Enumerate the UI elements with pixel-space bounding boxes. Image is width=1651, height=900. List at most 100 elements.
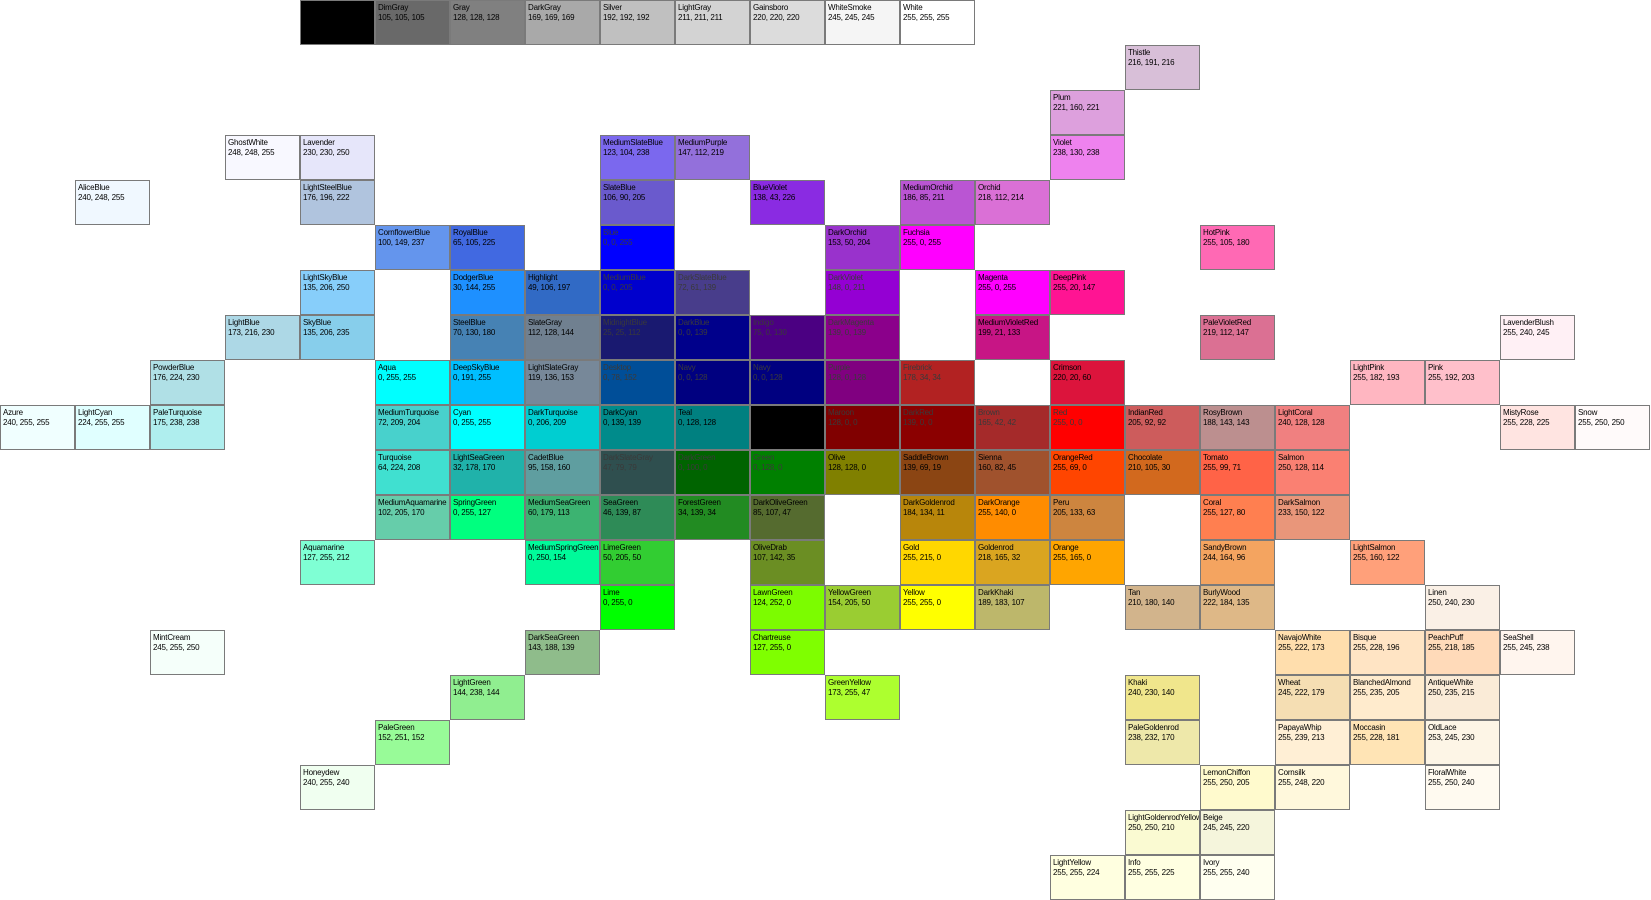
color-swatch-mediumvioletred[interactable]: MediumVioletRed 199, 21, 133	[975, 315, 1050, 360]
color-swatch-coral[interactable]: Coral 255, 127, 80	[1200, 495, 1275, 540]
color-swatch-thistle[interactable]: Thistle 216, 191, 216	[1125, 45, 1200, 90]
color-swatch-darkcyan[interactable]: DarkCyan 0, 139, 139	[600, 405, 675, 450]
color-swatch-gray[interactable]: Gray 128, 128, 128	[450, 0, 525, 45]
color-swatch-unnamed[interactable]	[300, 0, 375, 45]
color-swatch-honeydew[interactable]: Honeydew 240, 255, 240	[300, 765, 375, 810]
color-swatch-magenta[interactable]: Magenta 255, 0, 255	[975, 270, 1050, 315]
color-swatch-limegreen[interactable]: LimeGreen 50, 205, 50	[600, 540, 675, 585]
color-swatch-skyblue[interactable]: SkyBlue 135, 206, 235	[300, 315, 375, 360]
color-swatch-info[interactable]: Info 255, 255, 225	[1125, 855, 1200, 900]
color-swatch-yellow[interactable]: Yellow 255, 255, 0	[900, 585, 975, 630]
color-swatch-aqua[interactable]: Aqua 0, 255, 255	[375, 360, 450, 405]
color-swatch-darkslateblue[interactable]: DarkSlateBlue 72, 61, 139	[675, 270, 750, 315]
color-swatch-fuchsia[interactable]: Fuchsia 255, 0, 255	[900, 225, 975, 270]
color-swatch-chocolate[interactable]: Chocolate 210, 105, 30	[1125, 450, 1200, 495]
color-swatch-darkorchid[interactable]: DarkOrchid 153, 50, 204	[825, 225, 900, 270]
color-swatch-purple[interactable]: Purple 128, 0, 128	[825, 360, 900, 405]
color-swatch-darksalmon[interactable]: DarkSalmon 233, 150, 122	[1275, 495, 1350, 540]
color-swatch-papayawhip[interactable]: PapayaWhip 255, 239, 213	[1275, 720, 1350, 765]
color-swatch-slategray[interactable]: SlateGray 112, 128, 144	[525, 315, 600, 360]
color-swatch-palegoldenrod[interactable]: PaleGoldenrod 238, 232, 170	[1125, 720, 1200, 765]
color-swatch-goldenrod[interactable]: Goldenrod 218, 165, 32	[975, 540, 1050, 585]
color-swatch-antiquewhite[interactable]: AntiqueWhite 250, 235, 215	[1425, 675, 1500, 720]
color-swatch-peru[interactable]: Peru 205, 133, 63	[1050, 495, 1125, 540]
color-swatch-bisque[interactable]: Bisque 255, 228, 196	[1350, 630, 1425, 675]
color-swatch-springgreen[interactable]: SpringGreen 0, 255, 127	[450, 495, 525, 540]
color-swatch-lightskyblue[interactable]: LightSkyBlue 135, 206, 250	[300, 270, 375, 315]
color-swatch-mediumpurple[interactable]: MediumPurple 147, 112, 219	[675, 135, 750, 180]
color-swatch-lightcyan[interactable]: LightCyan 224, 255, 255	[75, 405, 150, 450]
color-swatch-rosybrown[interactable]: RosyBrown 188, 143, 143	[1200, 405, 1275, 450]
color-swatch-forestgreen[interactable]: ForestGreen 34, 139, 34	[675, 495, 750, 540]
color-swatch-salmon[interactable]: Salmon 250, 128, 114	[1275, 450, 1350, 495]
color-swatch-olive[interactable]: Olive 128, 128, 0	[825, 450, 900, 495]
color-swatch-darkmagenta[interactable]: DarkMagenta 139, 0, 139	[825, 315, 900, 360]
color-swatch-lemonchiffon[interactable]: LemonChiffon 255, 250, 205	[1200, 765, 1275, 810]
color-swatch-floralwhite[interactable]: FloralWhite 255, 250, 240	[1425, 765, 1500, 810]
color-swatch-khaki[interactable]: Khaki 240, 230, 140	[1125, 675, 1200, 720]
color-swatch-oldlace[interactable]: OldLace 253, 245, 230	[1425, 720, 1500, 765]
color-swatch-slateblue[interactable]: SlateBlue 106, 90, 205	[600, 180, 675, 225]
color-swatch-crimson[interactable]: Crimson 220, 20, 60	[1050, 360, 1125, 405]
color-swatch-wheat[interactable]: Wheat 245, 222, 179	[1275, 675, 1350, 720]
color-swatch-desktop[interactable]: Desktop 0, 78, 152	[600, 360, 675, 405]
color-swatch-peachpuff[interactable]: PeachPuff 255, 218, 185	[1425, 630, 1500, 675]
color-swatch-lightgoldenrodyellow[interactable]: LightGoldenrodYellow 250, 250, 210	[1125, 810, 1200, 855]
color-swatch-dimgray[interactable]: DimGray 105, 105, 105	[375, 0, 450, 45]
color-swatch-lightgray[interactable]: LightGray 211, 211, 211	[675, 0, 750, 45]
color-swatch-blueviolet[interactable]: BlueViolet 138, 43, 226	[750, 180, 825, 225]
color-swatch-lightsteelblue[interactable]: LightSteelBlue 176, 196, 222	[300, 180, 375, 225]
color-swatch-darkgreen[interactable]: DarkGreen 0, 100, 0	[675, 450, 750, 495]
color-swatch-lightpink[interactable]: LightPink 255, 182, 193	[1350, 360, 1425, 405]
color-swatch-lightgreen[interactable]: LightGreen 144, 238, 144	[450, 675, 525, 720]
color-swatch-white[interactable]: White 255, 255, 255	[900, 0, 975, 45]
color-swatch-cyan[interactable]: Cyan 0, 255, 255	[450, 405, 525, 450]
color-swatch-blue[interactable]: Blue 0, 0, 255	[600, 225, 675, 270]
color-swatch-lightslategray[interactable]: LightSlateGray 119, 136, 153	[525, 360, 600, 405]
color-swatch-darkturquoise[interactable]: DarkTurquoise 0, 206, 209	[525, 405, 600, 450]
color-swatch-darkseagreen[interactable]: DarkSeaGreen 143, 188, 139	[525, 630, 600, 675]
color-swatch-mintcream[interactable]: MintCream 245, 255, 250	[150, 630, 225, 675]
color-swatch-tomato[interactable]: Tomato 255, 99, 71	[1200, 450, 1275, 495]
color-swatch-highlight[interactable]: Highlight 49, 106, 197	[525, 270, 600, 315]
color-swatch-olivedrab[interactable]: OliveDrab 107, 142, 35	[750, 540, 825, 585]
color-swatch-cornflowerblue[interactable]: CornflowerBlue 100, 149, 237	[375, 225, 450, 270]
color-swatch-maroon[interactable]: Maroon 128, 0, 0	[825, 405, 900, 450]
color-swatch-turquoise[interactable]: Turquoise 64, 224, 208	[375, 450, 450, 495]
color-swatch-cornsilk[interactable]: Cornsilk 255, 248, 220	[1275, 765, 1350, 810]
color-swatch-plum[interactable]: Plum 221, 160, 221	[1050, 90, 1125, 135]
color-swatch-tan[interactable]: Tan 210, 180, 140	[1125, 585, 1200, 630]
color-swatch-darkolivegreen[interactable]: DarkOliveGreen 85, 107, 47	[750, 495, 825, 540]
color-swatch-darkkhaki[interactable]: DarkKhaki 189, 183, 107	[975, 585, 1050, 630]
color-swatch-orange[interactable]: Orange 255, 165, 0	[1050, 540, 1125, 585]
color-swatch-gold[interactable]: Gold 255, 215, 0	[900, 540, 975, 585]
color-swatch-green[interactable]: Green 0, 128, 0	[750, 450, 825, 495]
color-swatch-indianred[interactable]: IndianRed 205, 92, 92	[1125, 405, 1200, 450]
color-swatch-steelblue[interactable]: SteelBlue 70, 130, 180	[450, 315, 525, 360]
color-swatch-saddlebrown[interactable]: SaddleBrown 139, 69, 19	[900, 450, 975, 495]
color-swatch-ivory[interactable]: Ivory 255, 255, 240	[1200, 855, 1275, 900]
color-swatch-mediumslateblue[interactable]: MediumSlateBlue 123, 104, 238	[600, 135, 675, 180]
color-swatch-lightyellow[interactable]: LightYellow 255, 255, 224	[1050, 855, 1125, 900]
color-swatch-darkviolet[interactable]: DarkViolet 148, 0, 211	[825, 270, 900, 315]
color-swatch-mediumspringgreen[interactable]: MediumSpringGreen 0, 250, 154	[525, 540, 600, 585]
color-swatch-whitesmoke[interactable]: WhiteSmoke 245, 245, 245	[825, 0, 900, 45]
color-swatch-ghostwhite[interactable]: GhostWhite 248, 248, 255	[225, 135, 300, 180]
color-swatch-hotpink[interactable]: HotPink 255, 105, 180	[1200, 225, 1275, 270]
color-swatch-seashell[interactable]: SeaShell 255, 245, 238	[1500, 630, 1575, 675]
color-swatch-cadetblue[interactable]: CadetBlue 95, 158, 160	[525, 450, 600, 495]
color-swatch-powderblue[interactable]: PowderBlue 176, 224, 230	[150, 360, 225, 405]
color-swatch-greenyellow[interactable]: GreenYellow 173, 255, 47	[825, 675, 900, 720]
color-swatch-lime[interactable]: Lime 0, 255, 0	[600, 585, 675, 630]
color-swatch-pink[interactable]: Pink 255, 192, 203	[1425, 360, 1500, 405]
color-swatch-azure[interactable]: Azure 240, 255, 255	[0, 405, 75, 450]
color-swatch-mediumaquamarine[interactable]: MediumAquamarine 102, 205, 170	[375, 495, 450, 540]
color-swatch-darkblue[interactable]: DarkBlue 0, 0, 139	[675, 315, 750, 360]
color-swatch-deeppink[interactable]: DeepPink 255, 20, 147	[1050, 270, 1125, 315]
color-swatch-blanchedalmond[interactable]: BlanchedAlmond 255, 235, 205	[1350, 675, 1425, 720]
color-swatch-paleturquoise[interactable]: PaleTurquoise 175, 238, 238	[150, 405, 225, 450]
color-swatch-palegreen[interactable]: PaleGreen 152, 251, 152	[375, 720, 450, 765]
color-swatch-snow[interactable]: Snow 255, 250, 250	[1575, 405, 1650, 450]
color-swatch-royalblue[interactable]: RoyalBlue 65, 105, 225	[450, 225, 525, 270]
color-swatch-orchid[interactable]: Orchid 218, 112, 214	[975, 180, 1050, 225]
